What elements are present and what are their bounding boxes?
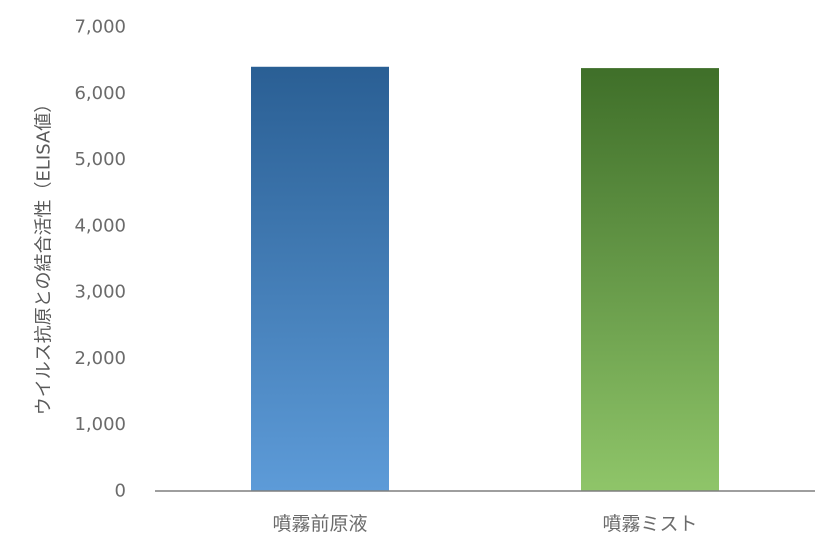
y-tick-label: 7,000 bbox=[74, 17, 126, 38]
y-axis-title: ウイルス抗原との結合活性（ELISA値） bbox=[34, 95, 55, 416]
bars bbox=[251, 66, 719, 492]
y-tick-label: 1,000 bbox=[74, 414, 126, 435]
y-tick-label: 4,000 bbox=[74, 215, 126, 236]
y-tick-label: 6,000 bbox=[74, 83, 126, 104]
bar bbox=[251, 66, 389, 492]
x-tick-label: 噴霧前原液 bbox=[272, 513, 367, 535]
x-tick-label: 噴霧ミスト bbox=[602, 513, 697, 535]
y-tick-label: 0 bbox=[115, 481, 126, 502]
y-tick-label: 5,000 bbox=[74, 149, 126, 170]
bar bbox=[581, 68, 719, 492]
y-tick-label: 2,000 bbox=[74, 348, 126, 369]
x-axis-labels: 噴霧前原液 噴霧ミスト bbox=[272, 513, 697, 535]
y-tick-label: 3,000 bbox=[74, 282, 126, 303]
y-axis-ticks: 0 1,000 2,000 3,000 4,000 5,000 6,000 7,000 bbox=[74, 17, 126, 502]
